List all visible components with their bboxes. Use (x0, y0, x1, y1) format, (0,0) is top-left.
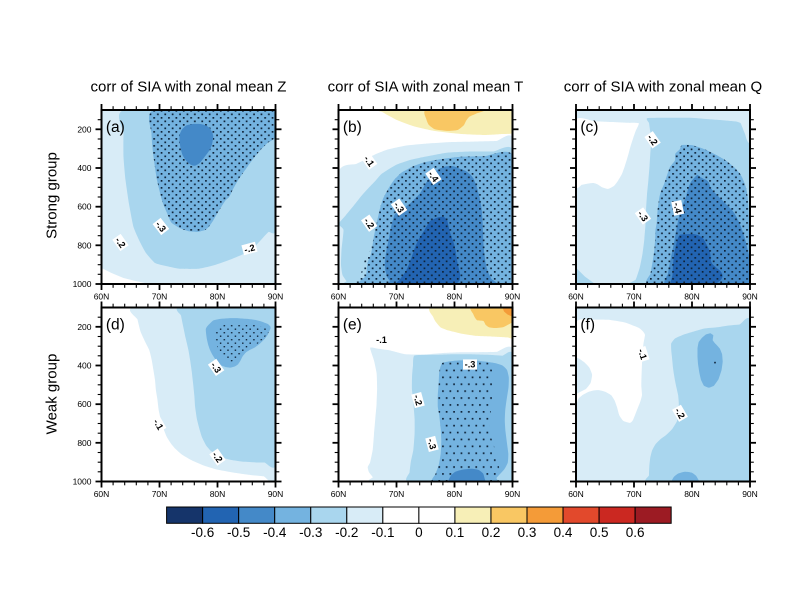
svg-text:90N: 90N (742, 292, 758, 302)
svg-text:(f): (f) (580, 317, 595, 334)
svg-text:-0.3: -0.3 (299, 525, 322, 540)
svg-text:200: 200 (77, 322, 91, 332)
svg-text:-0.6: -0.6 (191, 525, 214, 540)
svg-text:0.3: 0.3 (518, 525, 537, 540)
svg-text:-.2: -.2 (412, 394, 424, 407)
svg-text:70N: 70N (389, 489, 405, 499)
svg-text:70N: 70N (626, 292, 642, 302)
svg-text:600: 600 (77, 399, 91, 409)
svg-text:70N: 70N (152, 292, 168, 302)
svg-text:60N: 60N (94, 489, 110, 499)
svg-text:Weak group: Weak group (44, 354, 61, 435)
svg-text:200: 200 (77, 124, 91, 134)
svg-text:-0.1: -0.1 (371, 525, 394, 540)
svg-text:corr of SIA with zonal mean T: corr of SIA with zonal mean T (328, 79, 524, 96)
svg-text:-.1: -.1 (151, 417, 165, 431)
svg-text:(a): (a) (106, 119, 125, 136)
svg-text:-0.2: -0.2 (335, 525, 358, 540)
svg-text:70N: 70N (626, 489, 642, 499)
svg-text:-.2: -.2 (243, 242, 256, 254)
svg-text:80N: 80N (447, 489, 463, 499)
svg-text:(e): (e) (343, 317, 362, 334)
svg-text:-0.4: -0.4 (263, 525, 287, 540)
svg-text:(b): (b) (343, 119, 362, 136)
svg-text:600: 600 (77, 202, 91, 212)
svg-text:-0.5: -0.5 (227, 525, 250, 540)
svg-text:0.6: 0.6 (626, 525, 645, 540)
svg-text:70N: 70N (152, 489, 168, 499)
svg-text:400: 400 (77, 361, 91, 371)
svg-text:corr of SIA with zonal mean Z: corr of SIA with zonal mean Z (91, 79, 287, 96)
svg-text:0: 0 (415, 525, 423, 540)
svg-text:Strong group: Strong group (44, 152, 61, 239)
svg-text:80N: 80N (684, 489, 700, 499)
svg-text:0.5: 0.5 (590, 525, 609, 540)
svg-text:corr of SIA with zonal mean Q: corr of SIA with zonal mean Q (564, 79, 762, 96)
svg-text:1000: 1000 (73, 477, 92, 487)
svg-text:60N: 60N (568, 292, 584, 302)
svg-text:60N: 60N (94, 292, 110, 302)
svg-text:80N: 80N (447, 292, 463, 302)
svg-text:0.2: 0.2 (482, 525, 501, 540)
svg-text:60N: 60N (568, 489, 584, 499)
svg-text:1000: 1000 (73, 279, 92, 289)
svg-text:-.4: -.4 (671, 202, 683, 215)
svg-text:90N: 90N (268, 489, 284, 499)
svg-text:80N: 80N (210, 292, 226, 302)
svg-text:(c): (c) (580, 119, 598, 136)
svg-text:60N: 60N (331, 489, 347, 499)
svg-text:0.4: 0.4 (554, 525, 573, 540)
svg-text:(d): (d) (106, 317, 125, 334)
svg-text:-.2: -.2 (673, 406, 687, 420)
svg-text:90N: 90N (268, 292, 284, 302)
svg-text:60N: 60N (331, 292, 347, 302)
svg-text:80N: 80N (210, 489, 226, 499)
svg-text:800: 800 (77, 438, 91, 448)
svg-text:70N: 70N (389, 292, 405, 302)
svg-text:90N: 90N (505, 489, 521, 499)
svg-text:400: 400 (77, 163, 91, 173)
svg-text:90N: 90N (505, 292, 521, 302)
svg-text:80N: 80N (684, 292, 700, 302)
svg-text:800: 800 (77, 240, 91, 250)
svg-text:-.3: -.3 (426, 437, 438, 450)
svg-text:-.1: -.1 (376, 335, 387, 345)
svg-text:-.3: -.3 (465, 360, 476, 370)
svg-text:-.1: -.1 (636, 348, 649, 361)
svg-text:0.1: 0.1 (446, 525, 465, 540)
svg-text:90N: 90N (742, 489, 758, 499)
